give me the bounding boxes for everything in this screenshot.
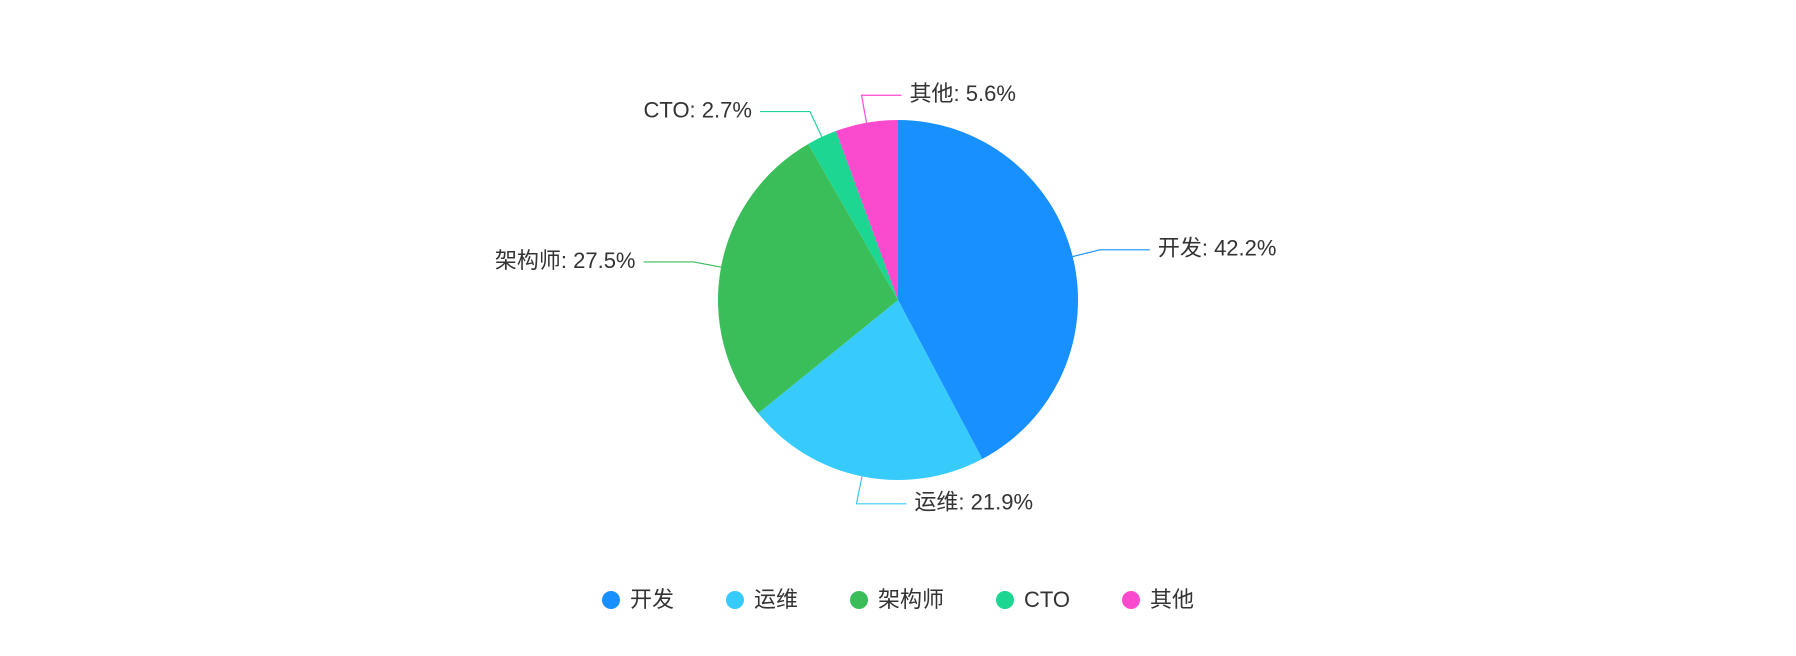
legend-label: 架构师 bbox=[878, 586, 944, 614]
slice-label: 开发: 42.2% bbox=[1158, 236, 1277, 261]
leader-line bbox=[862, 95, 902, 123]
pie-chart-container: 开发: 42.2% 运维: 21.9% 架构师: 27.5% CTO: 2.7% 其他:… bbox=[0, 0, 1796, 656]
legend-item[interactable]: 架构师 bbox=[850, 586, 944, 614]
legend-item[interactable]: 运维 bbox=[726, 586, 798, 614]
legend-label: CTO bbox=[1024, 586, 1070, 614]
legend-dot-icon bbox=[996, 591, 1014, 609]
slice-label: 架构师: 27.5% bbox=[495, 248, 636, 273]
slice-label: 其他: 5.6% bbox=[910, 81, 1016, 106]
legend-item[interactable]: 开发 bbox=[602, 586, 674, 614]
legend-label: 其他 bbox=[1150, 586, 1194, 614]
leader-line bbox=[1073, 250, 1150, 257]
leader-line bbox=[644, 262, 722, 267]
legend-dot-icon bbox=[726, 591, 744, 609]
legend-dot-icon bbox=[850, 591, 868, 609]
legend-item[interactable]: 其他 bbox=[1122, 586, 1194, 614]
slice-label: 运维: 21.9% bbox=[914, 490, 1033, 515]
legend: 开发 运维 架构师 CTO 其他 bbox=[0, 586, 1796, 616]
leader-line bbox=[856, 476, 906, 503]
legend-dot-icon bbox=[1122, 591, 1140, 609]
legend-item[interactable]: CTO bbox=[996, 586, 1070, 614]
legend-dot-icon bbox=[602, 591, 620, 609]
legend-label: 开发 bbox=[630, 586, 674, 614]
legend-label: 运维 bbox=[754, 586, 798, 614]
slice-label: CTO: 2.7% bbox=[644, 97, 752, 122]
pie-chart-svg: 开发: 42.2% 运维: 21.9% 架构师: 27.5% CTO: 2.7% 其他:… bbox=[0, 0, 1796, 656]
leader-line bbox=[760, 112, 822, 137]
